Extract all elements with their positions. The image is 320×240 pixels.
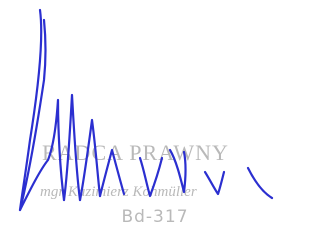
stamp-number: Bd-317 — [121, 207, 188, 227]
signature — [20, 10, 272, 210]
signature-stamp: RADCA PRAWNY mgr Kazimierz Kohmüller Bd-… — [0, 0, 296, 240]
signature-stroke — [20, 10, 46, 210]
signature-stroke — [205, 172, 224, 194]
page: {"stamp": {"title": "RADCA PRAWNY", "nam… — [0, 0, 296, 240]
signature-stroke — [248, 168, 272, 198]
